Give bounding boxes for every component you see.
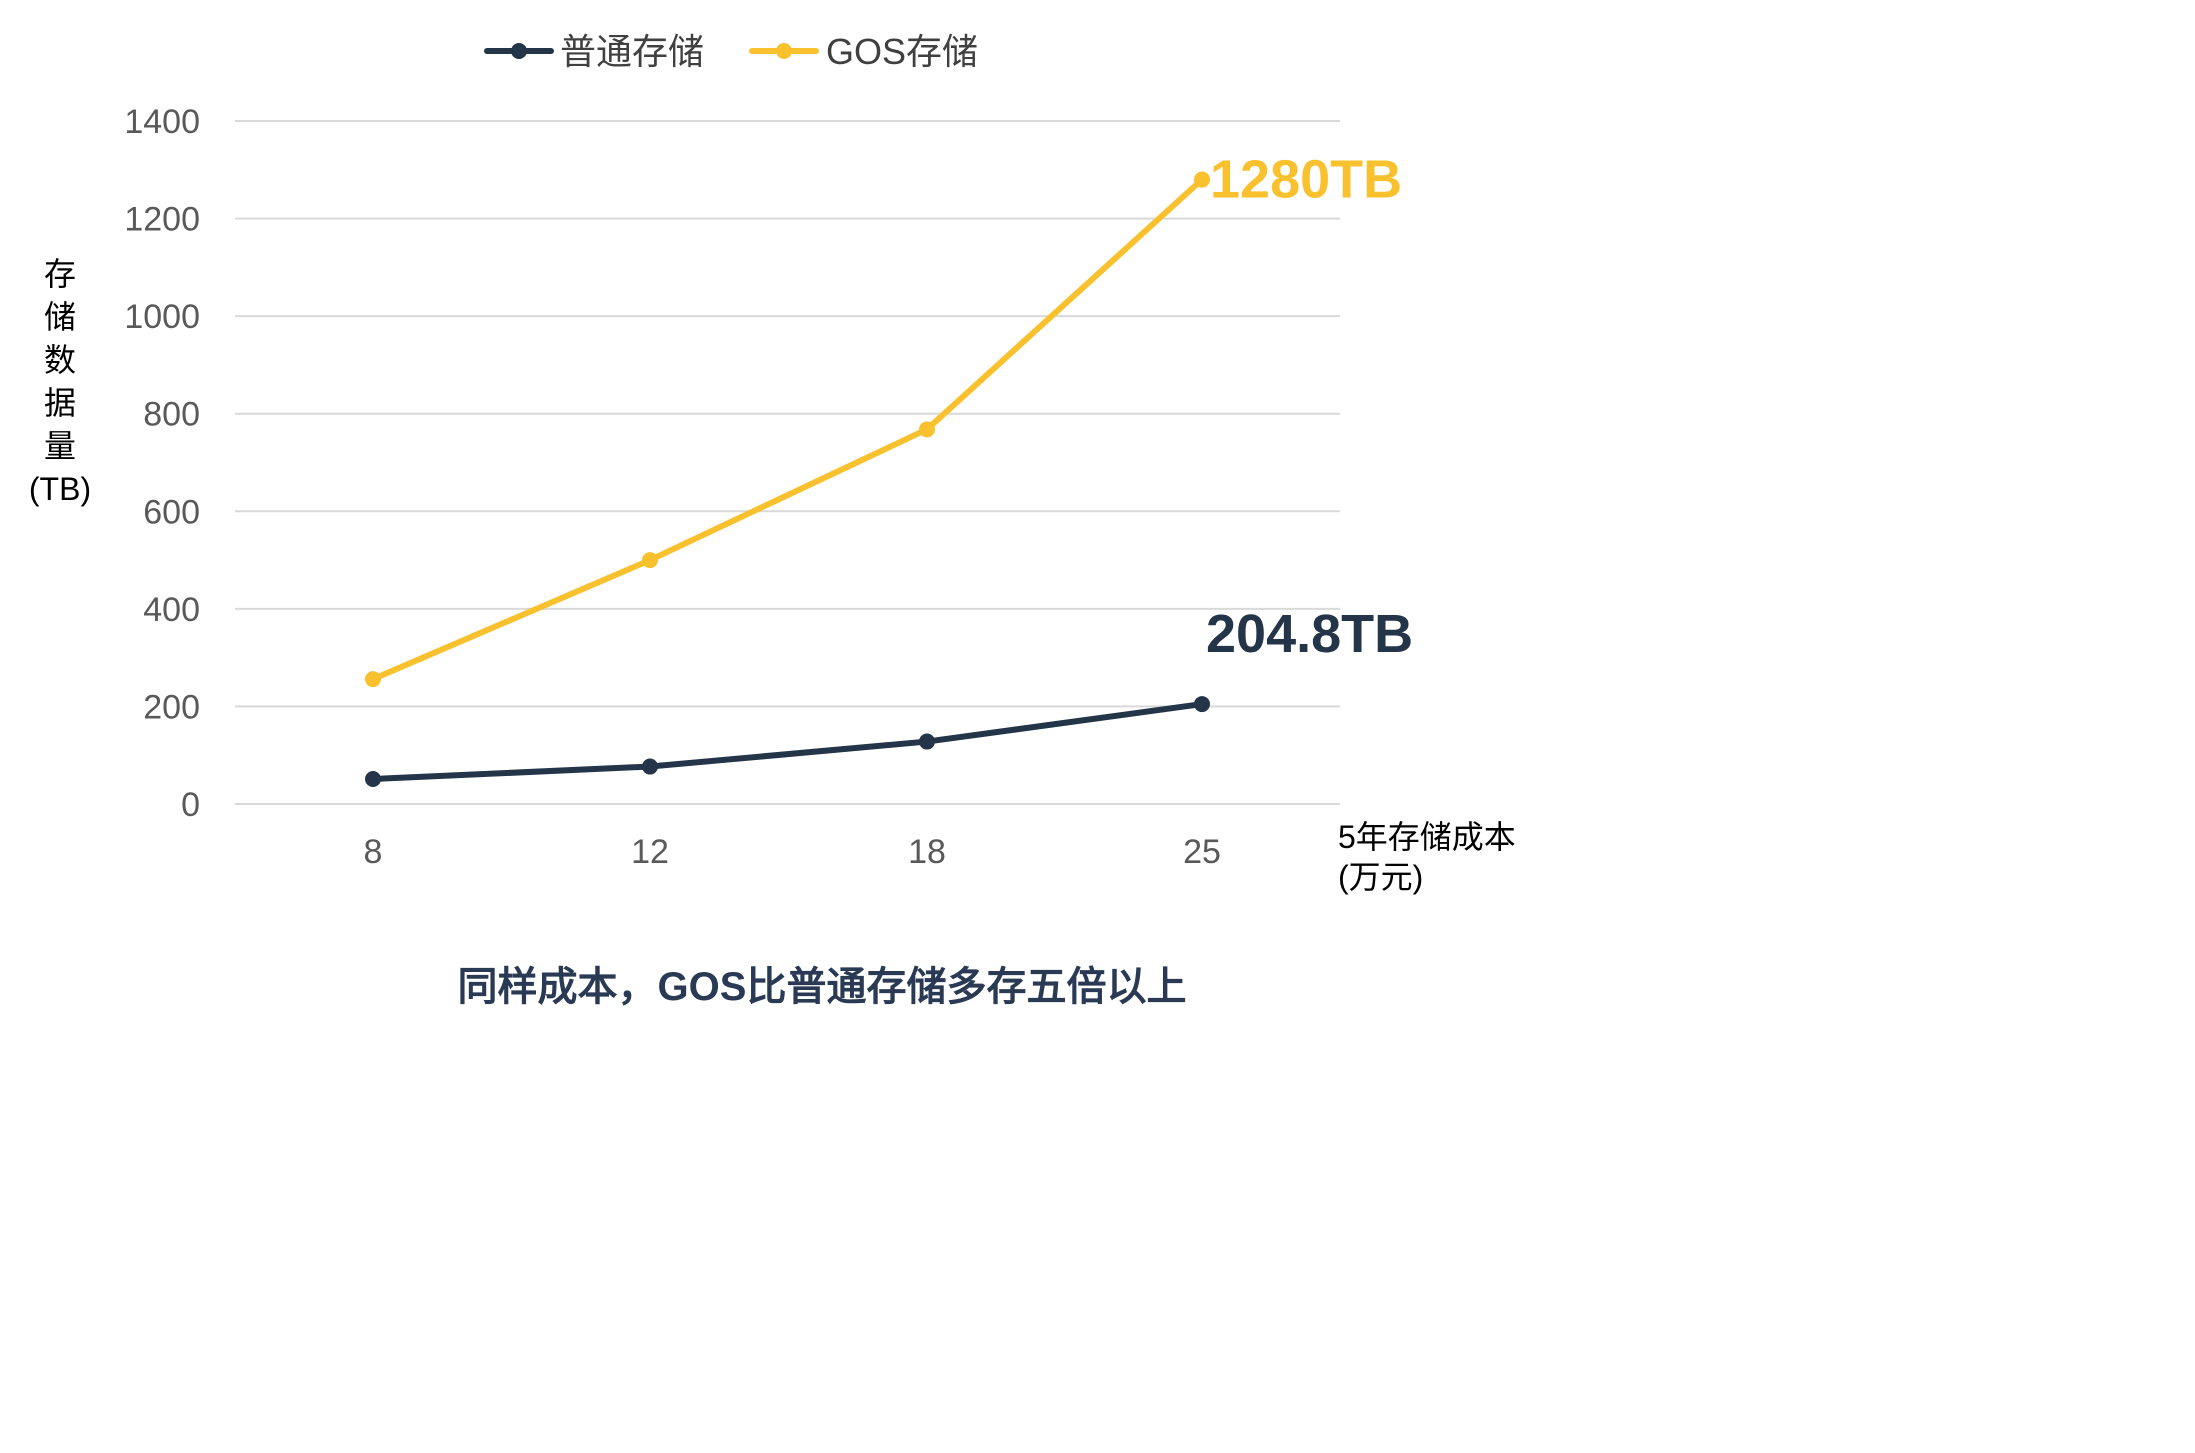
legend-marker (776, 43, 792, 59)
legend: 普通存储 GOS存储 (484, 31, 978, 72)
y-tick-label: 200 (143, 688, 200, 726)
x-tick-label: 18 (908, 833, 946, 871)
data-point (919, 421, 935, 438)
data-point (642, 552, 658, 569)
series-line-1 (370, 176, 1205, 683)
x-tick-label: 8 (364, 833, 383, 871)
y-axis-label-part: 据 (44, 385, 76, 421)
data-point (365, 771, 381, 788)
x-axis-label-part: 5年存储成本 (1338, 819, 1516, 855)
y-axis-label-part: 储 (44, 299, 76, 335)
chart-caption: 同样成本，GOS比普通存储多存五倍以上 (458, 965, 1187, 1009)
y-tick-label: 400 (143, 591, 200, 629)
data-label: 1280TB (1210, 150, 1402, 210)
x-tick-label: 12 (631, 833, 669, 871)
series-line-0 (370, 701, 1205, 783)
y-axis-label-part: 量 (44, 428, 76, 464)
series-lines (365, 171, 1210, 788)
data-point (642, 758, 658, 775)
y-tick-label: 1000 (124, 298, 200, 336)
y-axis-label-part: (TB) (29, 471, 91, 507)
y-tick-label: 1200 (124, 201, 200, 239)
y-axis-label-part: 存 (44, 256, 76, 292)
data-labels: 204.8TB 1280TB (1206, 150, 1413, 665)
gridlines (235, 120, 1340, 805)
legend-label: 普通存储 (560, 31, 704, 72)
y-tick-label: 0 (181, 786, 200, 824)
legend-label: GOS存储 (826, 31, 978, 72)
data-label: 204.8TB (1206, 604, 1413, 664)
x-tick-labels: 8 12 18 25 (364, 833, 1221, 871)
data-point (919, 733, 935, 750)
y-tick-label: 800 (143, 396, 200, 434)
y-tick-label: 600 (143, 493, 200, 531)
data-point (365, 671, 381, 688)
y-tick-labels: 0 200 400 600 800 1000 1200 1400 (124, 103, 200, 824)
data-point (1194, 171, 1210, 188)
x-axis-label-part: (万元) (1338, 859, 1423, 895)
x-axis-label: 5年存储成本 (万元) (1338, 819, 1516, 895)
data-point (1194, 696, 1210, 713)
legend-marker (511, 43, 527, 59)
line-chart: 0 200 400 600 800 1000 1200 1400 8 12 18 25 204.8T… (29, 31, 1516, 1009)
x-tick-label: 25 (1183, 833, 1221, 871)
y-axis-label-part: 数 (44, 342, 76, 378)
y-tick-label: 1400 (124, 103, 200, 141)
